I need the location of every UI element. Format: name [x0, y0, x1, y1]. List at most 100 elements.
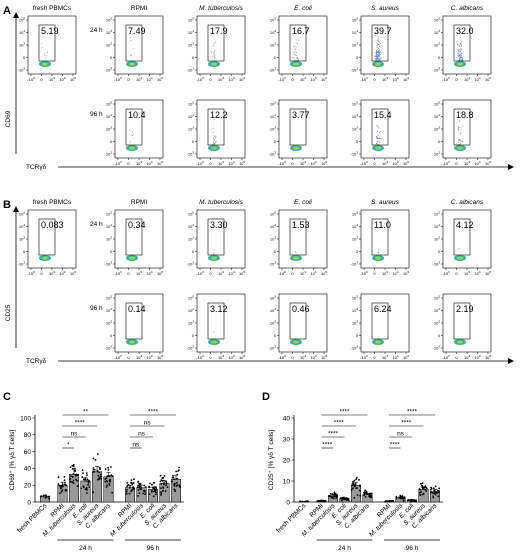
y-tick-label: 105 — [106, 101, 112, 107]
event-dot — [459, 36, 461, 38]
data-point — [57, 476, 60, 479]
significance-label: ns — [132, 442, 140, 449]
event-dot — [376, 53, 377, 55]
event-dot — [459, 51, 461, 53]
data-point — [333, 491, 336, 494]
x-tick-label: 0 — [40, 271, 43, 276]
data-point — [111, 491, 114, 494]
data-point — [175, 470, 178, 473]
data-point — [81, 469, 84, 471]
event-dot — [294, 49, 296, 50]
group-label: 24 h — [79, 545, 92, 552]
data-point — [45, 496, 48, 498]
data-point — [69, 466, 72, 469]
x-tick-label: 104 — [146, 76, 152, 82]
x-tick-label: 0 — [291, 161, 294, 166]
data-point — [61, 489, 64, 492]
x-tick-label: 104 — [474, 76, 480, 82]
row-label: 24 h — [90, 27, 103, 34]
y-tick-label: 104 — [106, 113, 112, 119]
event-dot — [378, 52, 380, 54]
event-dot — [295, 250, 297, 252]
event-dot — [459, 58, 461, 60]
x-tick-label: 105 — [239, 160, 245, 166]
data-point — [420, 482, 422, 485]
data-point — [137, 484, 140, 487]
data-point — [159, 474, 162, 477]
data-point — [368, 493, 371, 496]
data-point — [137, 489, 140, 491]
data-point — [151, 483, 153, 486]
y-tick-label: -103 — [105, 67, 113, 73]
event-dot — [377, 32, 379, 33]
y-tick-label: 104 — [434, 29, 440, 35]
plot-frame — [442, 99, 492, 159]
data-point — [365, 490, 368, 493]
event-dot — [456, 56, 458, 58]
data-point — [92, 491, 95, 494]
data-point — [63, 475, 66, 478]
event-dot — [461, 141, 463, 143]
event-dot — [44, 53, 46, 55]
data-point — [48, 497, 50, 500]
data-point — [128, 492, 131, 495]
y-tick-label: 105 — [106, 17, 112, 23]
event-dot — [133, 48, 135, 49]
y-tick-label: -103 — [18, 67, 26, 73]
y-tick-label: 105 — [188, 17, 194, 23]
data-point — [111, 475, 114, 477]
y-tick-label: -103 — [433, 345, 441, 351]
population-center — [375, 146, 381, 150]
y-tick-label: 104 — [19, 29, 25, 35]
group-label: 24 h — [338, 545, 351, 552]
data-point — [74, 467, 76, 470]
x-tick-label: 103 — [218, 270, 224, 276]
data-point — [173, 488, 176, 491]
event-dot — [458, 248, 460, 250]
event-dot — [460, 44, 462, 46]
data-point — [105, 486, 108, 488]
event-dot — [214, 56, 216, 58]
data-point — [392, 500, 395, 502]
population-center — [457, 146, 463, 150]
column-header: RPMI — [131, 199, 147, 206]
x-tick-label: -103 — [114, 354, 122, 360]
panel-a-flow-grid: fresh PBMCs RPMI M. tuberculosis E. coli S. … — [5, 5, 514, 171]
y-tick-label: -103 — [433, 261, 441, 267]
plot-frame — [196, 209, 246, 269]
event-dot — [47, 51, 48, 53]
data-point — [132, 487, 135, 490]
x-tick-label: 105 — [239, 270, 245, 276]
event-dot — [378, 54, 380, 56]
data-point — [165, 480, 168, 483]
data-point — [333, 495, 335, 498]
data-point — [44, 496, 47, 499]
x-tick-label: 103 — [300, 354, 306, 360]
x-tick-label: 103 — [136, 76, 142, 82]
data-point — [153, 489, 156, 492]
plot-frame — [27, 209, 77, 269]
y-tick-label: 105 — [352, 101, 358, 107]
y-tick-label: 103 — [270, 42, 276, 48]
event-dot — [376, 142, 378, 144]
x-tick-label: -103 — [442, 76, 450, 82]
gate-percentage: 15.4 — [374, 110, 392, 120]
y-tick-label: 103 — [352, 320, 358, 326]
event-dot — [297, 43, 298, 45]
data-point — [92, 468, 95, 471]
data-point — [132, 486, 135, 488]
event-dot — [297, 59, 299, 61]
data-point — [88, 486, 91, 489]
event-dot — [375, 56, 377, 58]
panel-b-flow-grid: fresh PBMCs RPMI M. tuberculosis E. coli S. … — [5, 199, 514, 365]
significance-label: * — [67, 442, 70, 449]
event-dot — [213, 140, 215, 142]
event-dot — [379, 46, 381, 48]
data-point — [106, 484, 108, 487]
event-dot — [377, 58, 379, 60]
event-dot — [376, 47, 378, 48]
data-point — [160, 483, 163, 485]
y-tick-label: 104 — [352, 307, 358, 313]
gate-percentage: 0.46 — [292, 304, 310, 314]
plot-frame — [196, 99, 246, 159]
